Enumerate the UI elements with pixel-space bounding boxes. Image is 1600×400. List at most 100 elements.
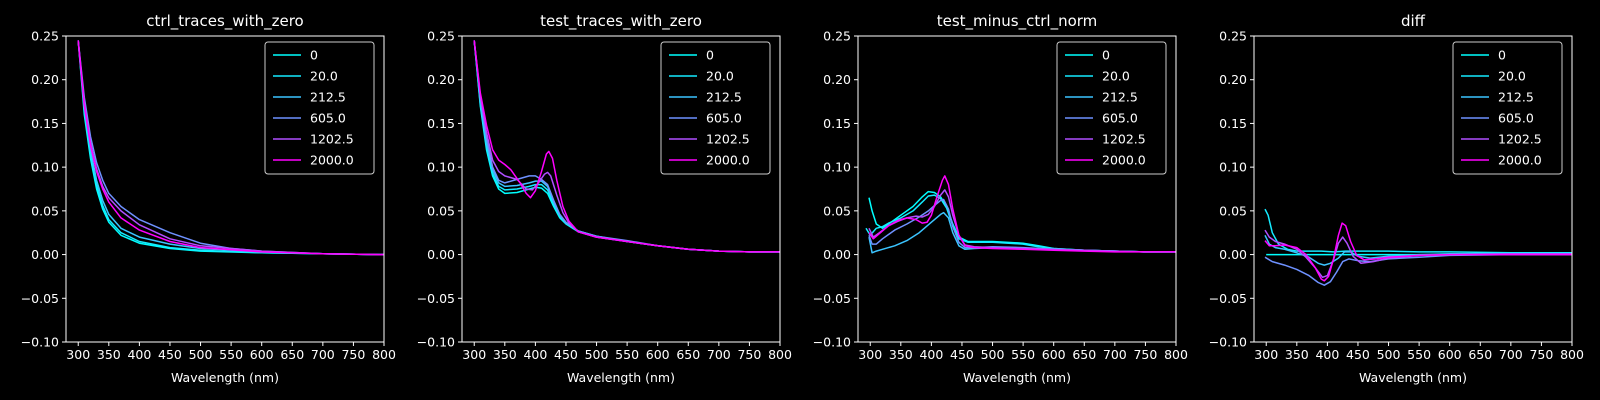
legend-label: 2000.0 (706, 153, 750, 168)
series-line-605.0 (1264, 253, 1572, 286)
series-line-1202.5 (1264, 229, 1572, 279)
series-group (77, 40, 384, 256)
legend-label: 20.0 (310, 69, 338, 84)
legend-label: 212.5 (1498, 90, 1534, 105)
x-tick-label: 800 (372, 347, 396, 362)
x-tick-label: 750 (737, 347, 761, 362)
y-tick-label: 0.10 (427, 160, 455, 175)
y-tick-label: 0.20 (427, 72, 455, 87)
y-tick-label: −0.10 (417, 335, 455, 350)
y-tick-label: 0.20 (823, 72, 851, 87)
y-tick-label: 0.10 (31, 160, 59, 175)
legend-label: 212.5 (706, 90, 742, 105)
legend-label: 2000.0 (1498, 153, 1542, 168)
x-tick-label: 550 (1011, 347, 1035, 362)
chart-panel-2: test_traces_with_zero 300 350 400 450 500 550 6… (417, 12, 792, 385)
y-tick-label: 0.00 (427, 247, 455, 262)
legend-label: 20.0 (706, 69, 734, 84)
y-tick-label: 0.15 (1219, 116, 1247, 131)
y-tick-label: −0.10 (813, 335, 851, 350)
legend-label: 20.0 (1102, 69, 1130, 84)
legend-label: 1202.5 (706, 132, 750, 147)
x-tick-label: 600 (1438, 347, 1462, 362)
x-tick-label: 700 (311, 347, 335, 362)
series-line-2000.0 (77, 40, 384, 256)
y-tick-label: 0.05 (427, 203, 455, 218)
series-line-20.0 (1264, 208, 1572, 254)
y-tick-label: 0.00 (31, 247, 59, 262)
series-line-2000.0 (1264, 222, 1572, 282)
y-tick-label: −0.05 (21, 291, 59, 306)
legend-label: 0 (310, 48, 318, 63)
x-tick-label: 450 (554, 347, 578, 362)
x-tick-label: 450 (950, 347, 974, 362)
y-tick-label: 0.10 (823, 160, 851, 175)
x-tick-label: 650 (1468, 347, 1492, 362)
x-axis-label: Wavelength (nm) (171, 370, 279, 385)
series-line-0 (868, 190, 1176, 253)
legend-box (660, 41, 771, 175)
x-tick-label: 500 (189, 347, 213, 362)
y-tick-label: 0.15 (427, 116, 455, 131)
y-tick-label: 0.20 (31, 72, 59, 87)
x-tick-label: 350 (1285, 347, 1309, 362)
x-tick-label: 800 (1560, 347, 1584, 362)
x-tick-label: 350 (493, 347, 517, 362)
y-tick-label: 0.00 (1219, 247, 1247, 262)
x-tick-label: 350 (889, 347, 913, 362)
x-tick-label: 400 (127, 347, 151, 362)
x-axis-label: Wavelength (nm) (963, 370, 1071, 385)
series-group (473, 40, 780, 253)
y-tick-label: 0.05 (31, 203, 59, 218)
x-tick-label: 350 (97, 347, 121, 362)
y-tick-label: 0.10 (1219, 160, 1247, 175)
x-tick-label: 600 (1042, 347, 1066, 362)
x-tick-label: 300 (462, 347, 486, 362)
legend-label: 605.0 (310, 111, 346, 126)
x-tick-label: 550 (1407, 347, 1431, 362)
legend-label: 1202.5 (1498, 132, 1542, 147)
y-tick-label: 0.25 (31, 29, 59, 44)
x-tick-label: 750 (1529, 347, 1553, 362)
x-tick-label: 700 (1103, 347, 1127, 362)
y-tick-label: 0.05 (1219, 203, 1247, 218)
y-tick-label: 0.20 (1219, 72, 1247, 87)
x-tick-label: 450 (1346, 347, 1370, 362)
x-tick-label: 550 (219, 347, 243, 362)
series-line-212.5 (1264, 234, 1572, 266)
legend-label: 0 (1498, 48, 1506, 63)
y-tick-label: 0.15 (31, 116, 59, 131)
legend: 0 20.0 212.5 605.0 1202.5 2000.0 (264, 41, 375, 175)
legend-label: 0 (706, 48, 714, 63)
series-line-20.0 (865, 194, 1176, 253)
x-tick-label: 600 (250, 347, 274, 362)
y-tick-label: −0.10 (21, 335, 59, 350)
x-tick-label: 300 (1254, 347, 1278, 362)
x-tick-label: 650 (676, 347, 700, 362)
x-tick-label: 400 (1315, 347, 1339, 362)
legend-label: 605.0 (706, 111, 742, 126)
x-tick-label: 750 (1133, 347, 1157, 362)
x-tick-label: 400 (919, 347, 943, 362)
legend-box (1056, 41, 1167, 175)
legend-label: 20.0 (1498, 69, 1526, 84)
y-tick-label: −0.10 (1209, 335, 1247, 350)
y-tick-label: −0.05 (813, 291, 851, 306)
x-tick-label: 300 (858, 347, 882, 362)
y-tick-label: −0.05 (417, 291, 455, 306)
chart-panel-4: diff 300 350 400 450 500 550 600 650 700 750 800 −0.… (1209, 12, 1584, 385)
legend: 0 20.0 212.5 605.0 1202.5 2000.0 (1452, 41, 1563, 175)
y-tick-label: 0.15 (823, 116, 851, 131)
x-tick-label: 600 (646, 347, 670, 362)
x-tick-label: 700 (1499, 347, 1523, 362)
y-tick-label: 0.05 (823, 203, 851, 218)
x-tick-label: 550 (615, 347, 639, 362)
chart-panel-1: ctrl_traces_with_zero 300 350 400 450 500 550 6… (21, 12, 396, 385)
legend-box (1452, 41, 1563, 175)
x-tick-label: 400 (523, 347, 547, 362)
y-tick-label: 0.00 (823, 247, 851, 262)
legend-label: 212.5 (310, 90, 346, 105)
x-tick-label: 500 (585, 347, 609, 362)
legend-label: 0 (1102, 48, 1110, 63)
